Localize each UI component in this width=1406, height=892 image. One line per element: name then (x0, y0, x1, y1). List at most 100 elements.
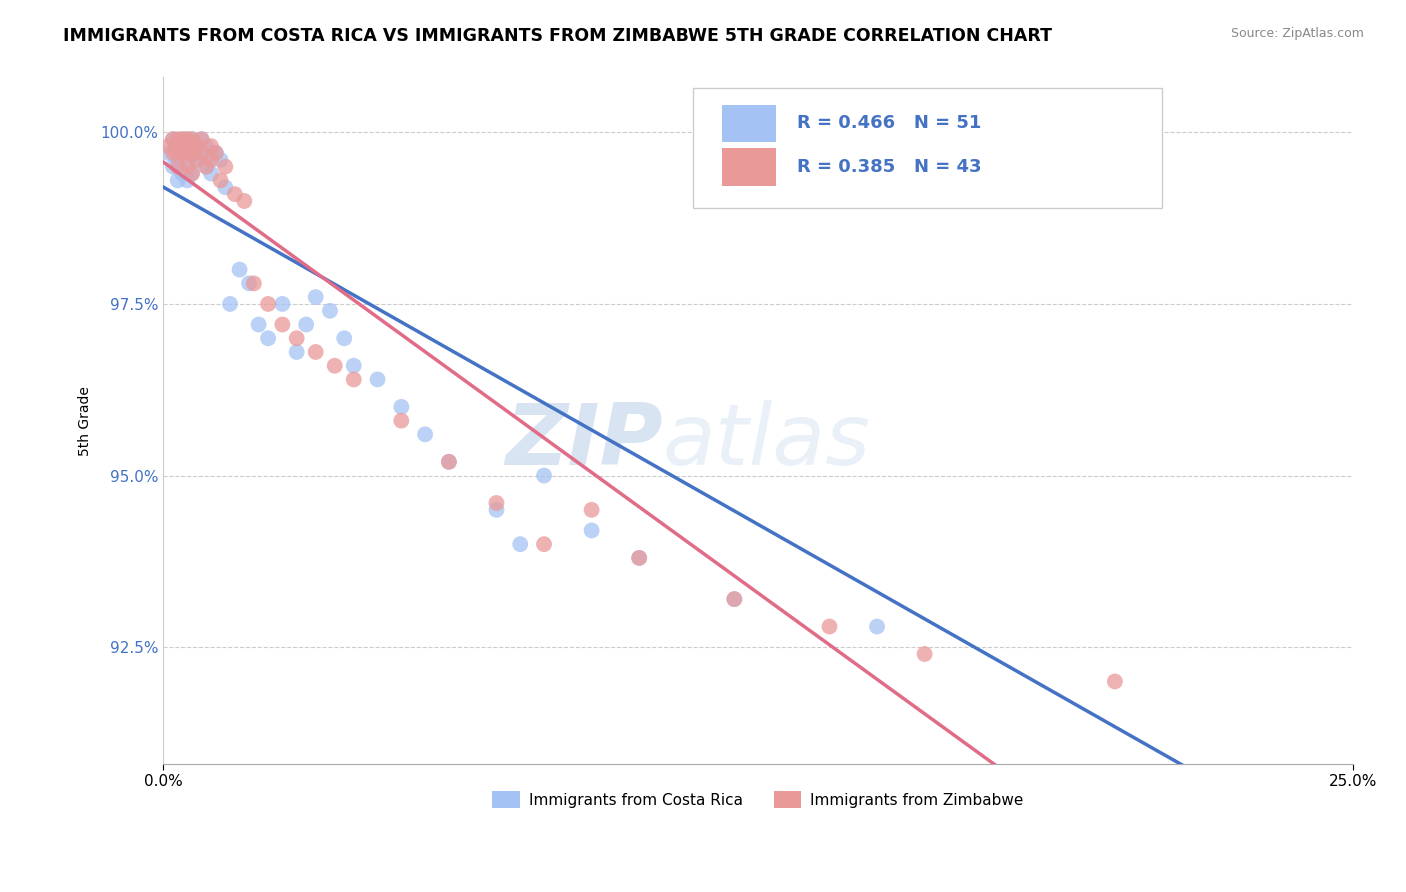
Point (214, 180, 236, 194)
FancyBboxPatch shape (693, 87, 1163, 208)
Point (509, 537, 531, 551)
Point (186, 139, 208, 153)
Point (176, 132, 198, 146)
Point (389, 400, 412, 414)
Point (172, 167, 194, 181)
Point (389, 414, 412, 428)
Point (367, 372, 389, 386)
Point (305, 345, 328, 359)
Point (200, 153, 222, 167)
Point (186, 139, 208, 153)
Point (172, 132, 194, 146)
Point (195, 160, 218, 174)
Point (238, 277, 260, 291)
Point (285, 331, 308, 345)
Point (200, 139, 222, 153)
Point (228, 262, 250, 277)
Point (176, 160, 198, 174)
Point (166, 160, 188, 174)
Text: ZIP: ZIP (505, 400, 664, 483)
Point (271, 318, 294, 332)
Point (319, 303, 342, 318)
Point (162, 160, 184, 174)
Point (200, 145, 222, 160)
Point (176, 153, 198, 167)
Point (172, 132, 194, 146)
Point (176, 145, 198, 160)
Point (209, 153, 232, 167)
Point (723, 592, 745, 607)
Point (172, 145, 194, 160)
Point (172, 145, 194, 160)
Point (866, 619, 889, 633)
Point (485, 496, 508, 510)
Point (581, 524, 603, 538)
Point (157, 139, 180, 153)
Point (914, 647, 936, 661)
Point (214, 160, 236, 174)
Point (190, 132, 212, 146)
Point (257, 297, 280, 311)
Point (333, 331, 356, 345)
Y-axis label: 5th Grade: 5th Grade (79, 385, 93, 456)
Point (181, 132, 204, 146)
Text: R = 0.466   N = 51: R = 0.466 N = 51 (797, 114, 981, 132)
Point (1104, 674, 1126, 689)
Point (162, 132, 184, 146)
Point (162, 132, 184, 146)
Point (176, 139, 198, 153)
Point (581, 503, 603, 517)
Point (181, 132, 204, 146)
Point (209, 173, 232, 187)
Point (233, 194, 256, 208)
FancyBboxPatch shape (723, 148, 776, 186)
Point (437, 455, 460, 469)
Point (628, 550, 651, 565)
Text: Source: ZipAtlas.com: Source: ZipAtlas.com (1230, 27, 1364, 40)
Point (628, 550, 651, 565)
Point (257, 331, 280, 345)
Point (162, 145, 184, 160)
Point (166, 139, 188, 153)
Point (224, 187, 246, 202)
Point (166, 173, 188, 187)
Point (204, 145, 226, 160)
Text: R = 0.385   N = 43: R = 0.385 N = 43 (797, 158, 981, 176)
Point (305, 290, 328, 304)
Point (818, 619, 841, 633)
Point (723, 592, 745, 607)
Point (219, 297, 242, 311)
Text: IMMIGRANTS FROM COSTA RICA VS IMMIGRANTS FROM ZIMBABWE 5TH GRADE CORRELATION CHA: IMMIGRANTS FROM COSTA RICA VS IMMIGRANTS… (63, 27, 1052, 45)
Point (285, 345, 308, 359)
Point (186, 153, 208, 167)
Point (204, 145, 226, 160)
Point (190, 132, 212, 146)
Point (190, 145, 212, 160)
Point (176, 173, 198, 187)
Point (323, 359, 346, 373)
Point (1032, 187, 1054, 202)
FancyBboxPatch shape (723, 104, 776, 143)
Point (413, 427, 436, 442)
Point (295, 318, 318, 332)
Point (271, 297, 294, 311)
Point (181, 145, 204, 160)
Point (181, 167, 204, 181)
Point (343, 372, 366, 386)
Point (176, 132, 198, 146)
Point (195, 160, 218, 174)
Legend: Immigrants from Costa Rica, Immigrants from Zimbabwe: Immigrants from Costa Rica, Immigrants f… (486, 785, 1029, 814)
Point (200, 167, 222, 181)
Point (195, 139, 218, 153)
Point (181, 167, 204, 181)
Point (343, 359, 366, 373)
Point (533, 537, 555, 551)
Point (485, 503, 508, 517)
Point (186, 153, 208, 167)
Point (247, 318, 270, 332)
Point (243, 277, 266, 291)
Text: atlas: atlas (664, 400, 870, 483)
Point (166, 132, 188, 146)
Point (157, 145, 180, 160)
Point (166, 145, 188, 160)
